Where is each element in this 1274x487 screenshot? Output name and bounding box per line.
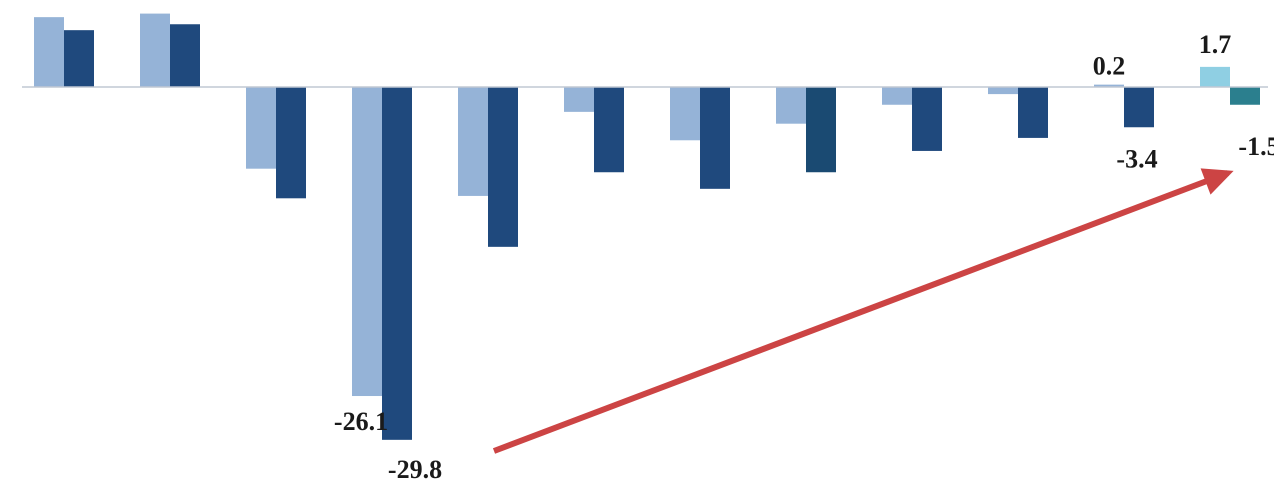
trend-arrow-shaft [492,170,1230,454]
trend-arrow-head [1200,168,1234,195]
data-label-series-2-4: -29.8 [388,455,442,484]
data-label-series-1-12: 1.7 [1199,30,1232,59]
bar-series-1-6 [564,87,594,112]
bar-series-1-4 [352,87,382,397]
bar-series-2-5 [488,87,518,247]
data-label-series-2-11: -3.4 [1116,144,1157,173]
bar-series-1-1 [34,17,64,88]
bar-series-2-7 [700,87,730,189]
bar-series-2-11 [1124,87,1154,128]
bar-series-1-10 [988,87,1018,95]
bar-series-1-7 [670,87,700,141]
data-label-series-1-11: 0.2 [1093,52,1126,81]
data-label-series-2-12: -1.5 [1238,132,1274,161]
bar-series-2-4 [382,87,412,440]
data-label-series-1-4: -26.1 [334,407,388,436]
bars-layer [34,13,1260,440]
bar-series-2-8 [806,87,836,173]
bar-series-2-1 [64,30,94,87]
bar-series-2-10 [1018,87,1048,138]
bar-series-2-3 [276,87,306,199]
bar-series-2-12 [1230,87,1260,105]
bar-series-2-6 [594,87,624,173]
data-labels-layer: -26.1-29.8 0.2 -3.4 1.7 -1.5 [334,30,1274,484]
bar-series-1-8 [776,87,806,124]
bar-series-1-12 [1200,66,1230,87]
bar-series-1-5 [458,87,488,196]
bar-series-1-9 [882,87,912,105]
bar-series-2-9 [912,87,942,151]
bar-series-1-3 [246,87,276,169]
bar-series-2-2 [170,24,200,87]
bar-series-1-11 [1094,84,1124,87]
trend-arrow [492,168,1234,454]
bar-series-1-2 [140,13,170,87]
